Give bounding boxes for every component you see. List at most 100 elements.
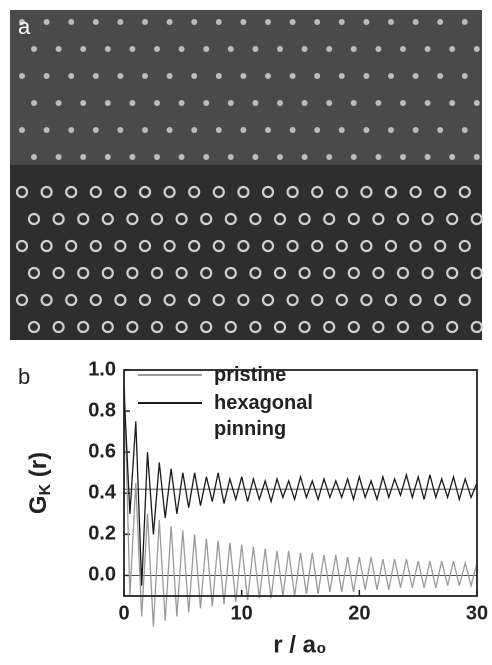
dot xyxy=(92,19,99,25)
dot xyxy=(372,320,385,334)
dot xyxy=(470,266,483,280)
dot xyxy=(224,212,237,226)
dot xyxy=(178,154,185,160)
dot xyxy=(375,46,382,52)
dot xyxy=(461,73,468,79)
dot xyxy=(249,266,262,280)
dot xyxy=(203,100,210,106)
dot xyxy=(314,127,321,133)
dot xyxy=(126,212,139,226)
dot xyxy=(396,320,410,334)
dot xyxy=(347,320,360,334)
dot xyxy=(388,127,394,133)
dot xyxy=(80,154,87,160)
dot xyxy=(126,266,139,280)
y-axis-label: GK (r) xyxy=(25,452,54,514)
dot xyxy=(298,212,311,226)
dot xyxy=(298,320,311,334)
dot xyxy=(117,73,124,79)
dot xyxy=(412,73,419,79)
dot xyxy=(117,19,124,25)
dot xyxy=(129,154,136,160)
dot xyxy=(68,19,75,25)
dot xyxy=(375,154,382,160)
dot xyxy=(89,293,102,307)
dot xyxy=(372,266,385,280)
dot xyxy=(178,100,185,106)
dot xyxy=(114,293,127,307)
dot xyxy=(412,19,419,25)
dot xyxy=(289,73,296,79)
x-tick-label: 30 xyxy=(466,602,488,624)
dot xyxy=(286,239,299,253)
dot xyxy=(384,185,398,199)
legend-swatch xyxy=(138,402,202,404)
dot xyxy=(52,320,65,334)
y-tick-label: 0.8 xyxy=(88,399,116,421)
dot xyxy=(323,320,336,334)
dot xyxy=(461,127,468,133)
dot xyxy=(338,127,345,133)
dot xyxy=(261,185,275,199)
dot xyxy=(227,100,234,106)
dot xyxy=(335,185,348,199)
dot xyxy=(421,320,434,334)
y-tick-label: 0.2 xyxy=(88,523,116,545)
dot xyxy=(323,212,336,226)
dot xyxy=(360,185,373,199)
x-tick-label: 20 xyxy=(348,602,370,624)
dot xyxy=(301,100,308,106)
y-tick-label: 0.0 xyxy=(88,564,116,586)
dot xyxy=(203,46,210,52)
dot xyxy=(191,19,198,25)
dot xyxy=(237,239,250,253)
dot xyxy=(289,127,296,133)
dot xyxy=(166,127,173,133)
dot xyxy=(68,73,75,79)
dot xyxy=(265,127,271,133)
y-label-part: (r) xyxy=(25,452,52,484)
dot xyxy=(434,293,447,307)
dot xyxy=(154,46,160,52)
dot xyxy=(227,46,234,52)
legend-entry: hexagonal pinning xyxy=(138,390,338,442)
dot xyxy=(104,100,111,106)
dot xyxy=(240,73,247,79)
dot xyxy=(421,212,434,226)
dot xyxy=(326,154,333,160)
dot xyxy=(400,100,406,106)
dot xyxy=(473,154,480,160)
dot xyxy=(188,293,201,307)
dot xyxy=(178,46,185,52)
dot xyxy=(326,46,333,52)
dot xyxy=(335,293,348,307)
dot xyxy=(434,239,447,253)
dot xyxy=(27,212,41,226)
dot xyxy=(338,19,345,25)
dot xyxy=(424,46,431,52)
dot xyxy=(163,239,176,253)
dot xyxy=(31,46,37,52)
dot xyxy=(458,185,471,199)
dot xyxy=(396,266,410,280)
dot xyxy=(409,185,422,199)
dot xyxy=(437,73,444,79)
dot xyxy=(400,46,406,52)
legend: pristine hexagonal pinning xyxy=(138,362,338,444)
dot xyxy=(437,127,444,133)
dot xyxy=(215,73,222,79)
y-tick-label: 0.4 xyxy=(88,482,117,504)
dot xyxy=(446,212,459,226)
micrograph-top xyxy=(10,10,482,165)
dot xyxy=(188,239,201,253)
dot xyxy=(80,46,87,52)
dot xyxy=(200,212,213,226)
dot xyxy=(261,239,275,253)
dot xyxy=(150,320,164,334)
dot xyxy=(249,320,262,334)
dot xyxy=(252,100,259,106)
dot xyxy=(43,19,50,25)
dot xyxy=(212,185,225,199)
dot xyxy=(396,212,410,226)
